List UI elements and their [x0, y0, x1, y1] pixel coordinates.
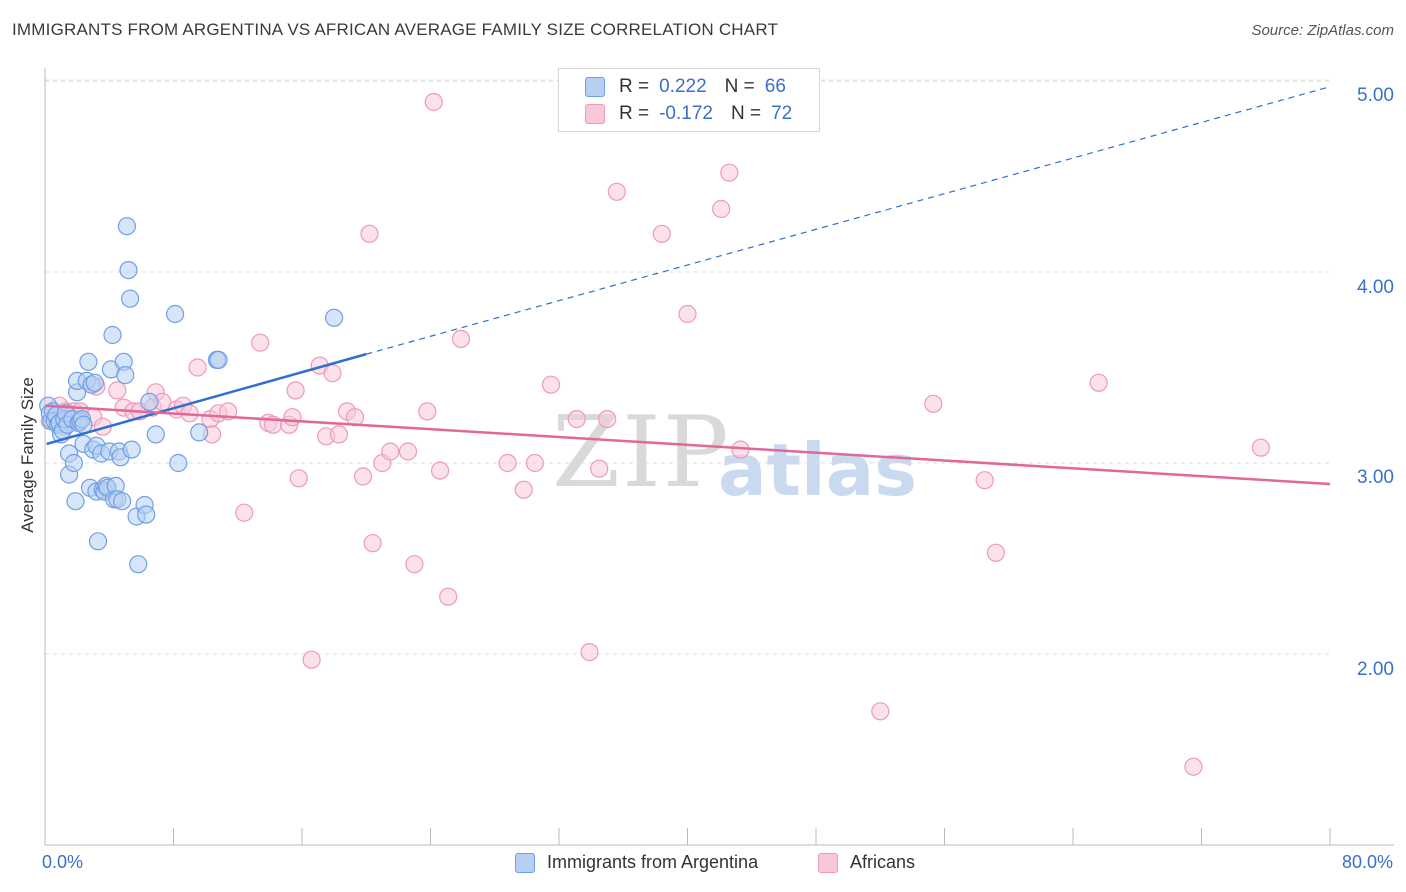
legend-n-value: 66 [764, 76, 786, 97]
argentina-point [112, 492, 132, 511]
africans-point [1089, 373, 1108, 392]
africans-point [678, 304, 697, 324]
africans-point [360, 224, 379, 243]
africans-point [514, 480, 533, 499]
argentina-point [166, 304, 185, 324]
y-axis-label: Average Family Size [18, 377, 37, 533]
africans-point [541, 375, 561, 394]
argentina-point [85, 373, 104, 392]
argentina-trend-line [46, 352, 367, 446]
africans-point [652, 224, 671, 243]
africans-point [598, 410, 617, 429]
legend-r-label: R = [619, 103, 650, 124]
africans-point [986, 543, 1006, 562]
africans-point [108, 381, 127, 400]
africans-point [381, 442, 400, 461]
africans-point [302, 650, 321, 669]
series-legend-africans[interactable]: Africans [818, 852, 915, 873]
africans-point [398, 442, 418, 461]
africans-point [525, 453, 545, 473]
series-name: Africans [850, 852, 916, 872]
africans-point [607, 182, 626, 201]
y-tick-label: 2.00 [1357, 659, 1394, 680]
africans-trend-line [44, 404, 1331, 486]
africans-point [580, 642, 599, 662]
africans-point [329, 425, 348, 444]
legend-row-argentina: R = 0.222 N = 66 [585, 75, 786, 99]
argentina-point [190, 423, 209, 442]
africans-point [567, 410, 586, 429]
legend-r-value: 0.222 [659, 76, 707, 97]
legend-r-value: -0.172 [659, 103, 713, 124]
africans-point [405, 555, 424, 574]
africans-point [439, 587, 458, 606]
x-tick-label-max: 80.0% [1341, 852, 1393, 872]
africans-point [289, 469, 308, 488]
africans-point [283, 408, 302, 427]
africans-point [1184, 757, 1203, 776]
argentina-point [325, 308, 344, 327]
y-tick-label: 3.00 [1357, 467, 1394, 488]
stats-legend: R = 0.222 N = 66 R = -0.172 N = 72 [558, 68, 820, 132]
argentina-point [64, 453, 84, 473]
y-tick-label: 5.00 [1357, 85, 1394, 106]
africans-point [323, 364, 342, 383]
africans-point [353, 467, 373, 486]
africans-point [451, 329, 471, 348]
africans-point [188, 358, 207, 377]
argentina-point [146, 425, 165, 444]
africans-point [363, 534, 382, 553]
series-swatch-blue [515, 852, 535, 873]
legend-n-label: N = [730, 103, 762, 124]
argentina-point [140, 392, 159, 411]
africans-point [1251, 438, 1271, 457]
argentina-point [169, 453, 188, 473]
x-tick-label-min: 0.0% [42, 852, 84, 872]
legend-n-value: 72 [771, 103, 793, 124]
legend-n-label: N = [724, 76, 755, 97]
source-label[interactable]: Source: ZipAtlas.com [1251, 22, 1394, 39]
argentina-point [116, 366, 135, 385]
africans-point [975, 471, 994, 490]
argentina-point [88, 532, 108, 551]
chart-title: IMMIGRANTS FROM ARGENTINA VS AFRICAN AVE… [12, 20, 779, 39]
africans-point [235, 503, 254, 522]
legend-swatch-pink [585, 104, 605, 124]
series-swatch-pink [818, 852, 838, 873]
africans-point [871, 702, 890, 721]
argentina-point [137, 505, 156, 524]
argentina-point [209, 350, 228, 369]
argentina-trend-extension [366, 86, 1331, 355]
africans-point [720, 163, 739, 182]
argentina-point [119, 261, 138, 280]
africans-point [286, 381, 305, 400]
africans-point [498, 453, 517, 473]
argentina-point [129, 555, 148, 574]
argentina-point [66, 492, 85, 511]
africans-point [431, 461, 450, 480]
watermark-atlas: atlas [718, 428, 918, 512]
africans-point [251, 333, 270, 352]
africans-point [924, 394, 943, 413]
series-name: Immigrants from Argentina [547, 852, 759, 872]
legend-r-label: R = [619, 76, 650, 97]
series-legend-argentina[interactable]: Immigrants from Argentina [515, 852, 758, 873]
africans-point [590, 459, 609, 478]
argentina-point [121, 289, 140, 308]
argentina-point [122, 440, 141, 459]
argentina-point [103, 325, 122, 345]
y-tick-label: 4.00 [1357, 277, 1394, 298]
argentina-point [79, 352, 98, 371]
legend-row-africans: R = -0.172 N = 72 [585, 102, 792, 126]
africans-point [712, 199, 731, 219]
legend-swatch-blue [585, 77, 605, 97]
africans-point [424, 92, 443, 112]
argentina-point [117, 217, 137, 236]
africans-point [418, 402, 437, 421]
